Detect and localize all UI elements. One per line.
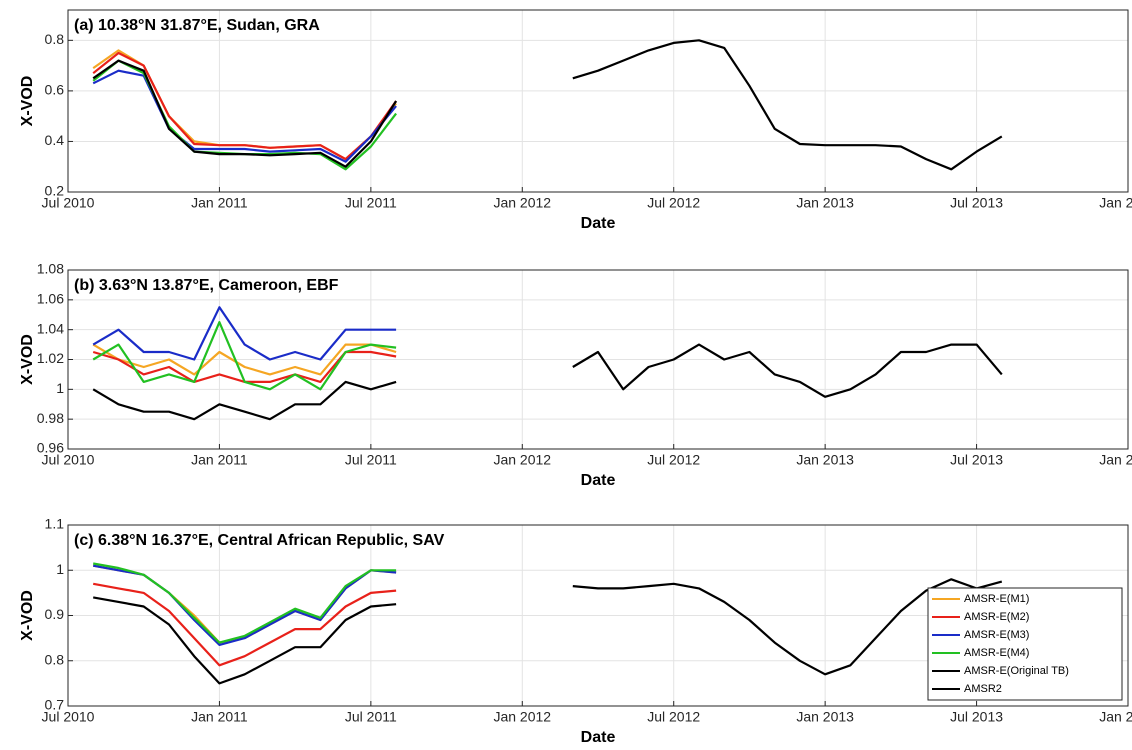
chart-title: (c) 6.38°N 16.37°E, Central African Repu… — [74, 532, 445, 549]
y-tick-label: 1.04 — [37, 320, 64, 336]
x-tick-label: Jul 2011 — [345, 452, 397, 468]
series-line — [92, 321, 397, 391]
y-tick-label: 1.1 — [45, 516, 65, 532]
series-line — [572, 39, 1003, 171]
y-tick-label: 0.96 — [37, 440, 64, 456]
y-tick-label: 1.02 — [37, 350, 64, 366]
panel: Jul 2010 Jan 2011 Jul 2011 Jan 2012 Jul 2012… — [19, 516, 1132, 747]
x-tick-label: Jul 2010 — [42, 452, 95, 468]
x-axis-label: Date — [581, 215, 616, 232]
x-tick-label: Jan 2014 — [1099, 709, 1132, 725]
chart-title: (b) 3.63°N 13.87°E, Cameroon, EBF — [74, 277, 339, 294]
series-line — [92, 51, 397, 161]
y-axis-label: X-VOD — [19, 334, 36, 385]
x-tick-label: Jul 2012 — [647, 452, 700, 468]
series-line — [92, 306, 397, 361]
x-tick-label: Jan 2012 — [493, 452, 551, 468]
legend-label: AMSR-E(M1) — [964, 593, 1029, 605]
series-line — [93, 582, 397, 667]
x-tick-label: Jan 2011 — [191, 452, 248, 468]
legend-label: AMSR-E(M2) — [964, 611, 1029, 623]
x-tick-label: Jan 2011 — [191, 709, 248, 725]
y-tick-label: 0.7 — [45, 697, 65, 713]
legend-label: AMSR2 — [964, 683, 1002, 695]
series-line — [572, 343, 1003, 398]
x-tick-label: Jul 2010 — [42, 709, 95, 725]
series-line — [92, 59, 398, 168]
x-tick-label: Jul 2010 — [42, 195, 95, 211]
x-tick-label: Jan 2013 — [796, 195, 854, 211]
x-axis-label: Date — [581, 729, 616, 746]
x-tick-label: Jul 2011 — [345, 709, 397, 725]
y-tick-label: 0.2 — [45, 183, 65, 199]
x-tick-label: Jan 2014 — [1099, 195, 1132, 211]
y-tick-label: 0.6 — [45, 82, 65, 98]
x-tick-label: Jan 2012 — [493, 709, 551, 725]
y-tick-label: 1.06 — [37, 291, 64, 307]
x-tick-label: Jan 2012 — [493, 195, 551, 211]
x-axis-label: Date — [581, 472, 616, 489]
series-line — [92, 343, 397, 376]
y-tick-label: 1 — [56, 380, 64, 396]
legend-label: AMSR-E(M3) — [964, 629, 1029, 641]
plot-frame — [67, 9, 1129, 193]
plot-area — [68, 10, 1128, 192]
series-line — [93, 596, 397, 685]
x-tick-label: Jan 2013 — [796, 452, 854, 468]
legend-label: AMSR-E(M4) — [964, 647, 1029, 659]
plot-frame — [67, 524, 1129, 707]
series-line — [93, 562, 397, 644]
legend-label: AMSR-E(Original TB) — [964, 665, 1069, 677]
x-tick-label: Jul 2013 — [950, 709, 1003, 725]
x-tick-label: Jul 2013 — [950, 452, 1003, 468]
x-tick-label: Jul 2011 — [345, 195, 397, 211]
x-tick-label: Jul 2012 — [647, 709, 700, 725]
x-tick-label: Jan 2011 — [191, 195, 248, 211]
y-tick-label: 0.9 — [45, 606, 65, 622]
y-axis-label: X-VOD — [19, 590, 36, 641]
series-line — [92, 380, 397, 421]
panel: Jul 2010 Jan 2011 Jul 2011 Jan 2012 Jul 2012… — [19, 9, 1132, 232]
y-tick-label: 0.98 — [37, 410, 64, 426]
x-tick-label: Jul 2013 — [950, 195, 1003, 211]
panel: Jul 2010 Jan 2011 Jul 2011 Jan 2012 Jul 2012… — [19, 261, 1132, 490]
y-tick-label: 1.08 — [37, 261, 64, 277]
x-tick-label: Jul 2012 — [647, 195, 700, 211]
legend: AMSR-E(M1) AMSR-E(M2) AMSR-E(M3) AMSR-E(M4)… — [927, 587, 1123, 701]
y-tick-label: 1 — [56, 561, 64, 577]
legend-box — [927, 587, 1123, 701]
x-tick-label: Jan 2014 — [1099, 452, 1132, 468]
y-axis-label: X-VOD — [19, 76, 36, 127]
y-tick-label: 0.8 — [45, 31, 65, 47]
y-tick-label: 0.4 — [45, 132, 65, 148]
x-tick-label: Jan 2013 — [796, 709, 854, 725]
y-tick-label: 0.8 — [45, 651, 65, 667]
plot-frame — [67, 269, 1129, 450]
chart-title: (a) 10.38°N 31.87°E, Sudan, GRA — [74, 17, 320, 34]
